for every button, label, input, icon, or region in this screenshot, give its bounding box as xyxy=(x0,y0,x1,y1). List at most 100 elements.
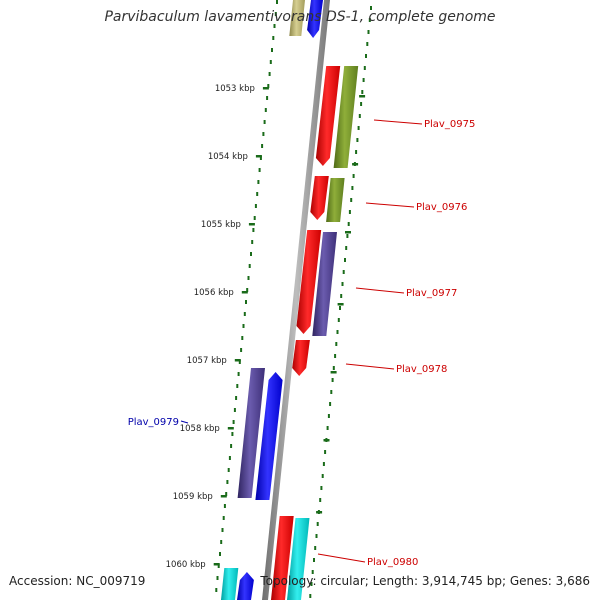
track-dot xyxy=(335,342,338,346)
track-dot xyxy=(276,0,278,4)
ruler-tick xyxy=(255,155,262,158)
track-dot xyxy=(227,468,230,472)
track-dot xyxy=(363,66,366,70)
track-dot xyxy=(228,456,231,460)
track-dot xyxy=(241,336,244,340)
track-dot xyxy=(230,444,233,448)
ruler-tick xyxy=(359,95,366,98)
track-dot xyxy=(272,36,275,40)
track-dot xyxy=(346,234,349,238)
gene-plav-0980-partner[interactable] xyxy=(287,518,310,600)
gene-label-plav-0976[interactable]: Plav_0976 xyxy=(416,202,467,213)
ruler-tick xyxy=(227,427,234,430)
ruler-tick xyxy=(330,371,337,374)
ruler-tick xyxy=(262,87,269,90)
track-dot xyxy=(326,426,329,430)
track-dot xyxy=(247,276,250,280)
gene-plav-0978[interactable] xyxy=(292,340,310,376)
gene-label-plav-0977[interactable]: Plav_0977 xyxy=(406,288,457,299)
gene-leader-line xyxy=(373,119,423,125)
gene-cyan-partial[interactable] xyxy=(221,568,239,600)
ruler-tick xyxy=(345,231,351,234)
track-dot xyxy=(320,486,323,490)
gene-label-plav-0978[interactable]: Plav_0978 xyxy=(396,364,447,375)
track-dot xyxy=(347,222,350,226)
gene-plav-0976-partner[interactable] xyxy=(326,178,345,222)
track-dot xyxy=(217,564,220,568)
track-dot xyxy=(341,282,344,286)
track-dot xyxy=(314,546,317,550)
kbp-ruler: 1053 kbp 1054 kbp 1055 kbp 1056 kbp 1057 kbp… xyxy=(166,84,366,570)
gene-leader-line xyxy=(355,287,405,294)
track-dot xyxy=(348,210,351,214)
track-dot xyxy=(339,306,341,310)
gene-plav-0977[interactable] xyxy=(296,230,322,334)
track-dot xyxy=(256,192,259,196)
track-dot xyxy=(223,504,226,508)
gene-plav-0979-partner[interactable] xyxy=(237,368,265,498)
track-dot xyxy=(313,558,315,562)
track-dot xyxy=(366,42,369,46)
gene-plav-0975-partner[interactable] xyxy=(333,66,359,168)
track-dot xyxy=(322,462,325,466)
track-dot xyxy=(233,408,236,412)
gene-khaki-partial[interactable] xyxy=(289,0,305,36)
gene-leader-line xyxy=(365,202,415,208)
gene-plav-0979[interactable] xyxy=(255,372,283,500)
track-dot xyxy=(332,366,335,370)
ruler-tick xyxy=(337,303,344,306)
gene-labels: Plav_0975 Plav_0976 Plav_0977 Plav_0978 Plav… xyxy=(128,119,476,568)
track-dot xyxy=(245,300,247,304)
gene-label-plav-0975[interactable]: Plav_0975 xyxy=(424,119,475,130)
track-dot xyxy=(356,138,359,142)
gene-leader-line xyxy=(180,420,189,424)
track-dot xyxy=(355,150,358,154)
gene-plav-0975[interactable] xyxy=(315,66,341,166)
track-dot xyxy=(370,6,372,10)
gene-blue-bottom-partial[interactable] xyxy=(237,572,254,600)
track-dot xyxy=(319,498,322,502)
gene-plav-0977-partner[interactable] xyxy=(312,232,337,336)
topology-text: Topology: circular xyxy=(260,574,365,588)
ruler-tick xyxy=(248,223,255,226)
track-dot xyxy=(309,594,312,598)
track-dot xyxy=(331,378,334,382)
track-dot xyxy=(310,582,313,586)
track-dot xyxy=(358,114,361,118)
ruler-tick xyxy=(352,163,359,166)
track-dot xyxy=(264,108,267,112)
track-dot xyxy=(344,258,346,262)
track-dot xyxy=(263,120,266,124)
ruler-tick-label: 1053 kbp xyxy=(215,84,255,94)
track-dot xyxy=(315,534,318,538)
ruler-tick-label: 1058 kbp xyxy=(180,424,220,434)
track-dot xyxy=(352,174,355,178)
track-dot xyxy=(321,474,324,478)
ruler-tick-label: 1057 kbp xyxy=(187,356,227,366)
track-dot xyxy=(267,84,270,88)
gene-plav-0980[interactable] xyxy=(271,516,294,600)
track-dot xyxy=(266,96,269,100)
track-dot xyxy=(311,570,314,574)
ruler-tick-label: 1059 kbp xyxy=(173,492,213,502)
track-dot xyxy=(246,288,249,292)
gene-leaders xyxy=(180,119,423,563)
gene-blue-partial[interactable] xyxy=(307,0,323,38)
track-dot xyxy=(236,384,239,388)
track-dot xyxy=(235,396,238,400)
track-dot xyxy=(340,294,343,298)
track-dot xyxy=(216,576,219,580)
track-dot xyxy=(226,480,229,484)
gene-label-plav-0980[interactable]: Plav_0980 xyxy=(367,557,418,568)
track-dot xyxy=(350,198,353,202)
track-dot xyxy=(231,432,234,436)
gene-label-plav-0979[interactable]: Plav_0979 xyxy=(128,417,179,428)
track-dot xyxy=(367,30,370,34)
track-dot xyxy=(232,420,235,424)
gene-plav-0976[interactable] xyxy=(310,176,329,220)
track-dot xyxy=(215,588,218,592)
ruler-tick xyxy=(316,511,323,514)
track-dot xyxy=(251,240,254,244)
